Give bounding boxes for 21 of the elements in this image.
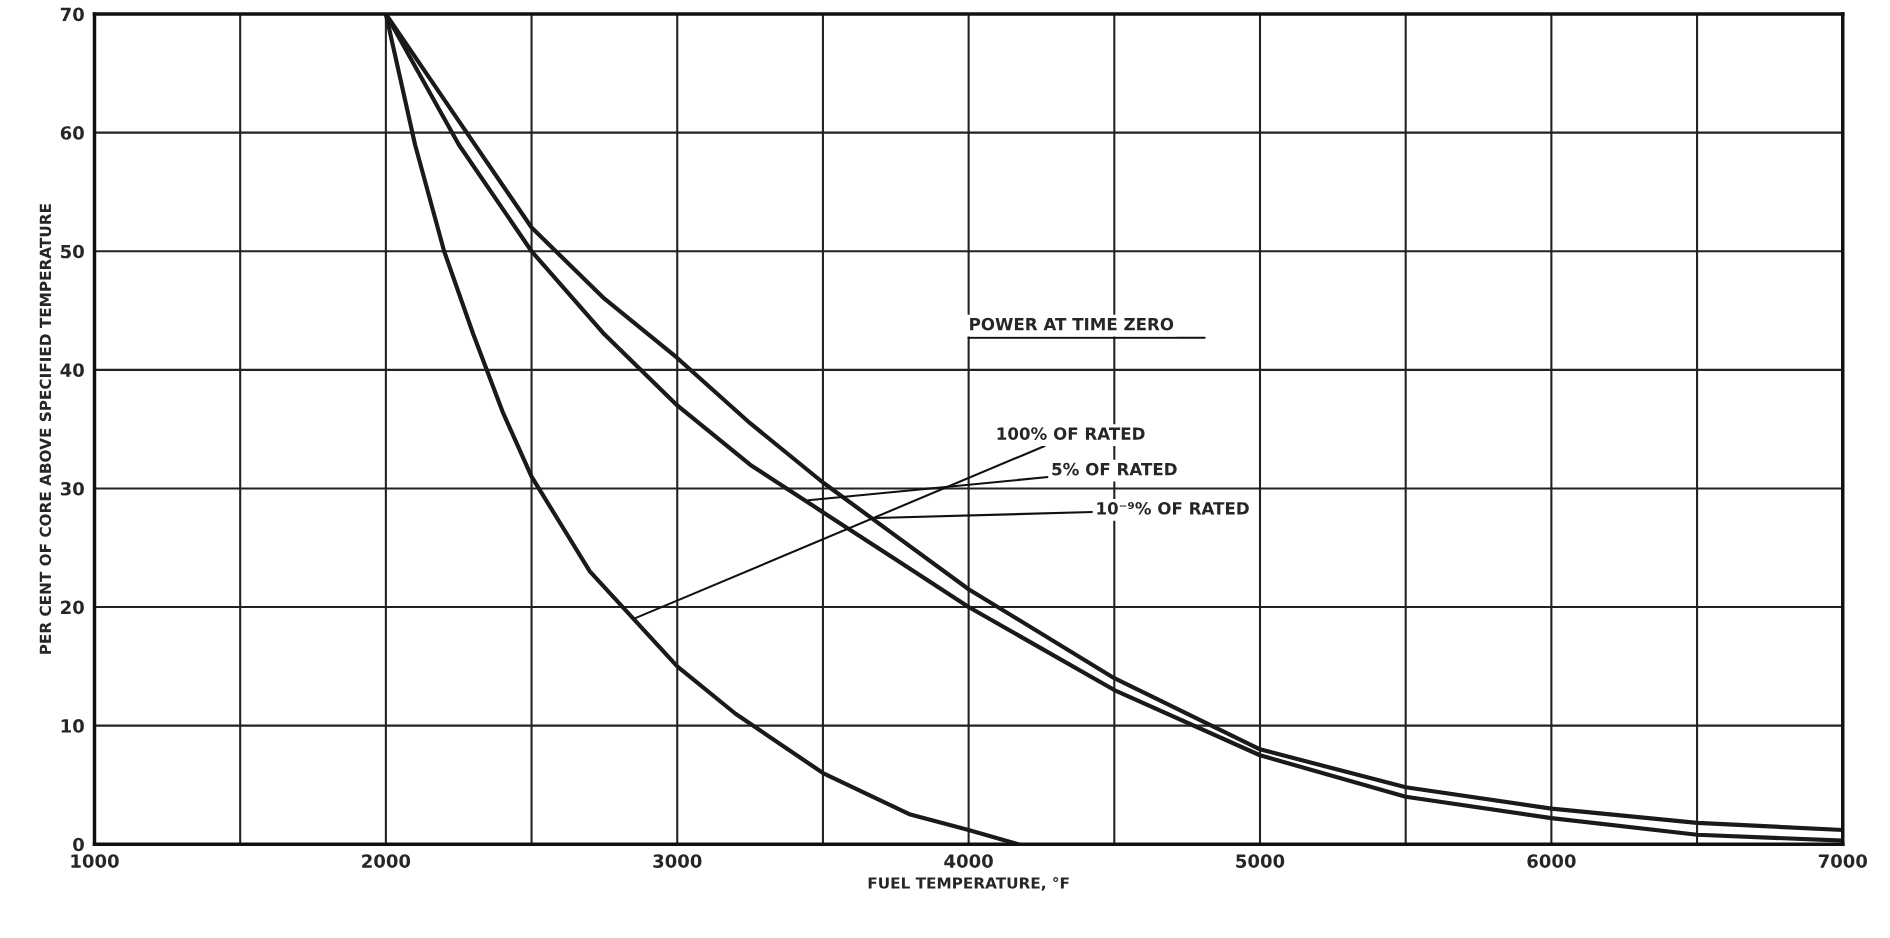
y-tick-label: 30	[60, 481, 84, 496]
y-tick-label: 20	[61, 600, 84, 615]
x-tick-label: 3000	[653, 854, 702, 868]
x-axis-title: FUEL TEMPERATURE, °F	[868, 877, 1069, 891]
y-axis-title: PER CENT OF CORE ABOVE SPECIFIED TEMPERATURE	[39, 204, 52, 654]
annotation: 10⁻⁹% OF RATED	[1097, 502, 1249, 515]
annotation: 5% OF RATED	[1052, 462, 1177, 476]
annotation: POWER AT TIME ZERO	[970, 317, 1174, 331]
y-tick-label: 0	[73, 837, 84, 852]
x-tick-label: 4000	[944, 854, 993, 868]
annotation: 100% OF RATED	[997, 427, 1145, 440]
x-tick-label: 2000	[362, 854, 411, 868]
y-tick-label: 60	[60, 126, 84, 140]
y-tick-label: 50	[61, 244, 84, 259]
y-tick-label: 10	[61, 719, 84, 733]
x-tick-label: 5000	[1236, 854, 1285, 868]
x-tick-label: 1000	[71, 854, 119, 868]
x-tick-label: 7000	[1818, 854, 1868, 868]
y-tick-label: 70	[60, 7, 84, 22]
x-tick-label: 6000	[1527, 854, 1576, 868]
y-tick-label: 40	[60, 363, 84, 377]
